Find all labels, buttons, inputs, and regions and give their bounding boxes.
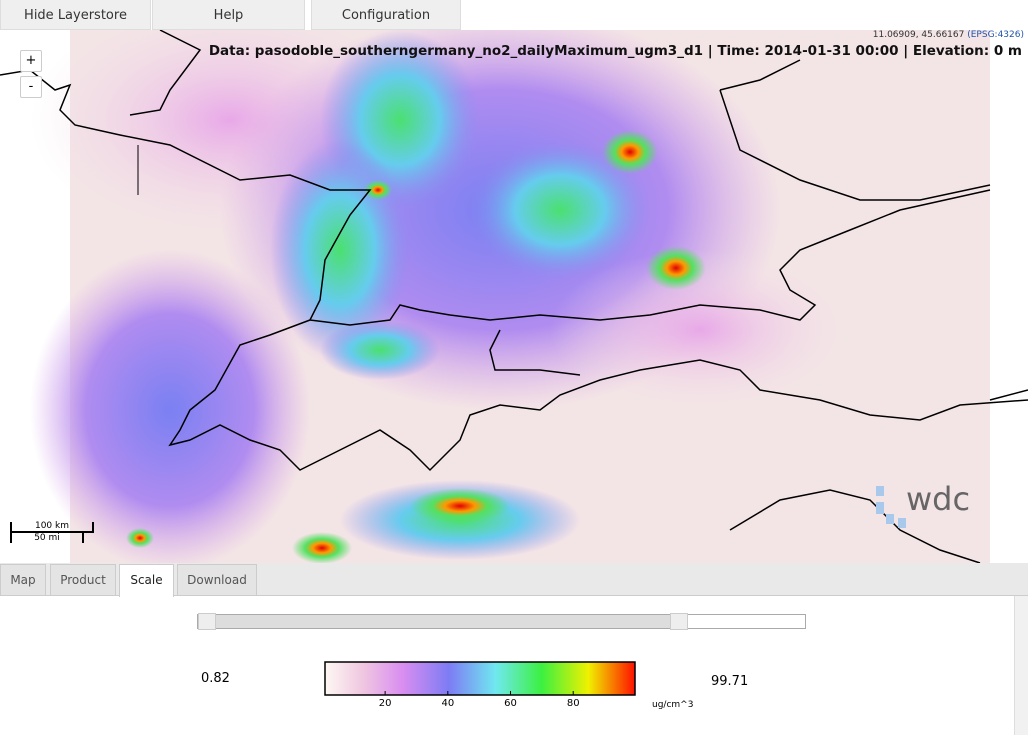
colorbar-gradient <box>324 661 636 696</box>
tab[interactable]: Scale <box>119 564 174 597</box>
layer-info: Data: pasodoble_southerngermany_no2_dail… <box>208 43 1022 59</box>
scale-mi: 50 mi <box>10 533 84 543</box>
scale-min: 0.82 <box>201 671 230 686</box>
slider-handle[interactable] <box>198 613 216 630</box>
colorbar-tick-label: 60 <box>504 698 517 709</box>
toolbar-button[interactable]: Configuration <box>311 0 461 30</box>
colorbar-tick-label: 20 <box>379 698 392 709</box>
cursor-coordinates: 11.06909, 45.66167 (EPSG:4326) <box>873 30 1024 40</box>
colorbar-tick-label: 40 <box>441 698 454 709</box>
scale-max: 99.71 <box>711 674 749 689</box>
tab[interactable]: Product <box>50 564 116 595</box>
zoom-in[interactable]: + <box>20 50 42 72</box>
colorbar: ug/cm^3 20 40 60 80 <box>324 661 693 710</box>
slider-handle[interactable] <box>670 613 688 630</box>
zoom-out[interactable]: - <box>20 76 42 98</box>
scrollbar[interactable] <box>1014 596 1028 735</box>
projection-link[interactable]: (EPSG:4326) <box>967 30 1024 40</box>
toolbar-button[interactable]: Help <box>152 0 305 30</box>
logo: wdc <box>906 480 971 518</box>
coordinates: 11.06909, 45.66167 <box>872 30 965 40</box>
scale-line: 100 km 50 mi <box>10 522 94 544</box>
map-image <box>0 30 1028 563</box>
slider-range <box>198 615 681 628</box>
toolbar-button[interactable]: Hide Layerstore <box>0 0 151 30</box>
colorbar-unit: ug/cm^3 <box>652 700 693 710</box>
range-slider[interactable] <box>197 613 806 630</box>
map[interactable]: 11.06909, 45.66167 (EPSG:4326) Data: pas… <box>0 30 1028 563</box>
tab-bar: Map Product Scale Download <box>0 563 1028 597</box>
colorbar-tick-label: 80 <box>567 698 580 709</box>
scale-km: 100 km <box>10 522 94 533</box>
tab[interactable]: Download <box>177 564 257 595</box>
tab[interactable]: Map <box>0 564 46 595</box>
